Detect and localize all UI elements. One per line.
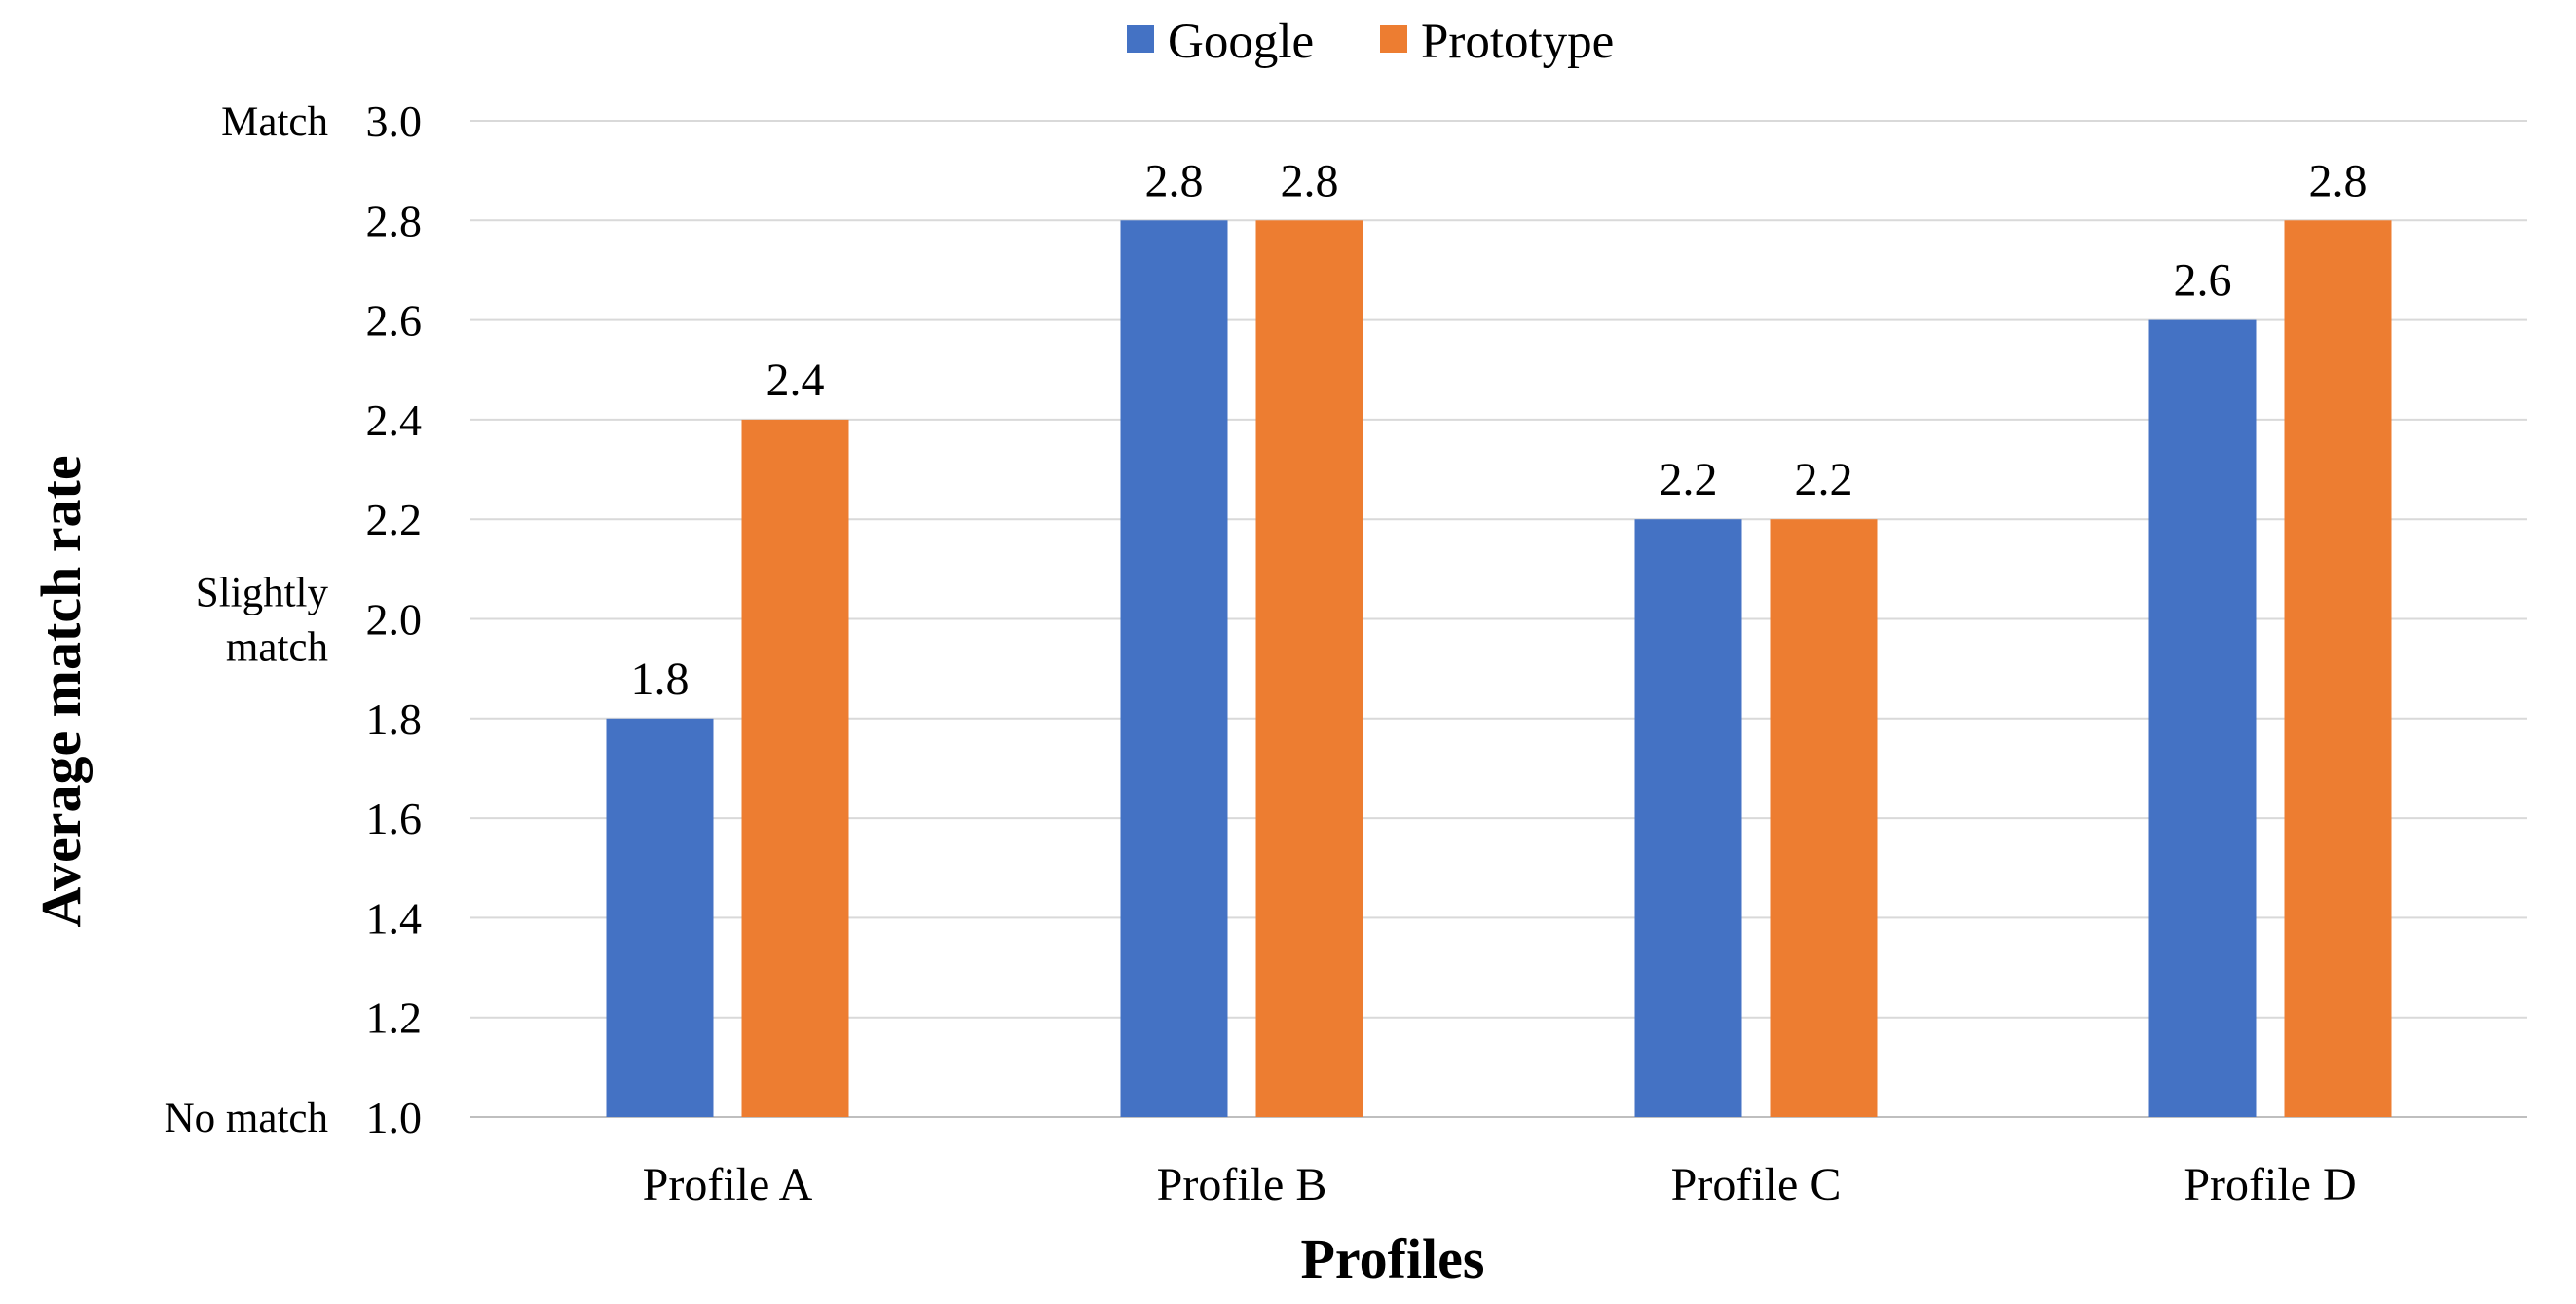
bar-value-label: 2.8 (1281, 155, 1339, 206)
x-axis-title: Profiles (1301, 1227, 1485, 1290)
y-tick-label: 1.6 (366, 794, 423, 843)
legend-label-google: Google (1168, 15, 1314, 69)
y-tick-label: 2.0 (366, 595, 423, 645)
legend-swatch-google (1127, 25, 1154, 53)
bar-google-profile-a (606, 718, 714, 1117)
bars (606, 220, 2392, 1118)
bar-value-label: 2.2 (1795, 454, 1853, 505)
legend-swatch-prototype (1380, 25, 1407, 53)
y-tick-label: 1.0 (366, 1093, 423, 1142)
qualitative-label: No match (165, 1096, 328, 1141)
bar-google-profile-c (1634, 519, 1742, 1117)
bar-value-label: 2.6 (2174, 255, 2232, 307)
bar-prototype-profile-d (2284, 220, 2392, 1118)
y-axis-title: Average match rate (29, 455, 93, 927)
qualitative-label: match (226, 625, 328, 671)
bar-value-label: 2.4 (766, 354, 825, 406)
x-tick-label: Profile A (643, 1159, 813, 1211)
bar-value-label: 1.8 (631, 653, 690, 705)
y-tick-label: 2.6 (366, 296, 423, 346)
bar-value-label: 2.2 (1660, 454, 1718, 505)
y-tick-label: 1.4 (366, 893, 423, 943)
legend-label-prototype: Prototype (1421, 15, 1614, 69)
bar-google-profile-d (2148, 319, 2257, 1118)
x-tick-label: Profile B (1157, 1159, 1327, 1211)
y-axis-qualitative-labels: Match Slightly match No match (165, 99, 329, 1141)
x-tick-label: Profile C (1671, 1159, 1842, 1211)
qualitative-label: Match (221, 99, 328, 145)
bar-google-profile-b (1120, 220, 1228, 1118)
y-tick-label: 3.0 (366, 96, 423, 146)
y-tick-label: 1.8 (366, 694, 423, 744)
y-tick-label: 2.2 (366, 495, 423, 544)
bar-value-label: 2.8 (2309, 155, 2368, 206)
y-axis-ticks: 1.0 1.2 1.4 1.6 1.8 2.0 2.2 2.4 2.6 2.8 3.0 (366, 96, 423, 1142)
y-tick-label: 1.2 (366, 993, 423, 1043)
x-tick-label: Profile D (2184, 1159, 2356, 1211)
legend: Google Prototype (1127, 15, 1614, 69)
x-axis-categories: Profile A Profile B Profile C Profile D (643, 1159, 2357, 1211)
bar-prototype-profile-b (1255, 220, 1363, 1118)
bar-value-label: 2.8 (1145, 155, 1204, 206)
bar-prototype-profile-a (741, 419, 849, 1117)
y-tick-label: 2.8 (366, 196, 423, 245)
bar-prototype-profile-c (1770, 519, 1878, 1117)
bar-data-labels: 1.8 2.4 2.8 2.8 2.2 2.2 2.6 2.8 (631, 155, 2368, 705)
qualitative-label: Slightly (196, 571, 329, 616)
y-tick-label: 2.4 (366, 395, 423, 445)
